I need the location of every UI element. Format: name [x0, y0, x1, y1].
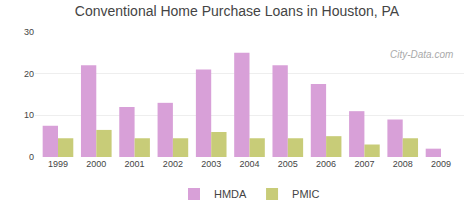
svg-text:2005: 2005 — [278, 159, 298, 169]
svg-text:2000: 2000 — [86, 159, 106, 169]
svg-text:Conventional Home Purchase Loa: Conventional Home Purchase Loans in Hous… — [75, 3, 400, 19]
svg-text:PMIC: PMIC — [292, 188, 320, 200]
svg-text:20: 20 — [24, 69, 34, 79]
svg-text:City-Data.com: City-Data.com — [390, 49, 453, 60]
svg-text:0: 0 — [29, 152, 34, 162]
svg-text:2007: 2007 — [354, 159, 374, 169]
svg-text:2004: 2004 — [239, 159, 259, 169]
svg-text:2001: 2001 — [125, 159, 145, 169]
svg-text:2006: 2006 — [316, 159, 336, 169]
svg-text:2008: 2008 — [393, 159, 413, 169]
svg-text:30: 30 — [24, 27, 34, 37]
svg-text:1999: 1999 — [48, 159, 68, 169]
svg-text:10: 10 — [24, 110, 34, 120]
svg-text:2003: 2003 — [201, 159, 221, 169]
svg-text:HMDA: HMDA — [214, 188, 247, 200]
svg-text:2002: 2002 — [163, 159, 183, 169]
svg-text:2009: 2009 — [431, 159, 451, 169]
